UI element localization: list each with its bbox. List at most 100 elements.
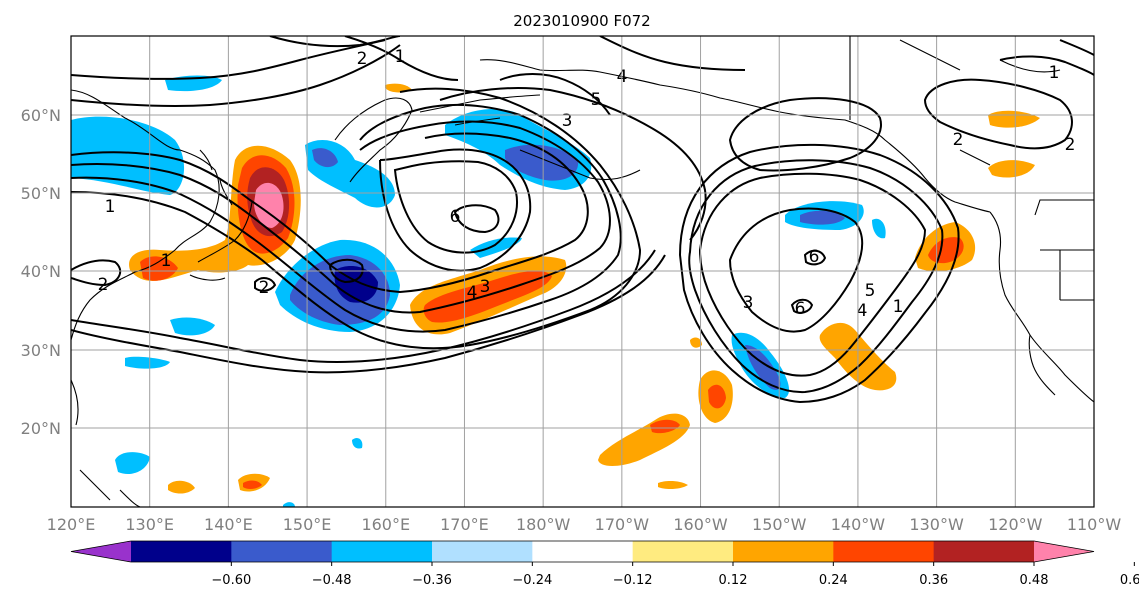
colorbar-segment <box>933 541 1035 562</box>
contour-label: 3 <box>743 293 754 313</box>
contour-line <box>698 172 927 377</box>
colorbar-tick-label: −0.48 <box>312 573 352 588</box>
alaska-coastline <box>479 59 991 213</box>
colorbar-tick-label: −0.12 <box>613 573 653 588</box>
colorbar-segment <box>131 541 232 562</box>
contour-label: 4 <box>857 301 868 321</box>
contour-label: 5 <box>865 281 876 301</box>
longitude-tick-label: 130°W <box>909 515 964 534</box>
map-frame <box>70 35 1095 508</box>
colorbar-tick-label: −0.24 <box>512 573 552 588</box>
colorbar-tick-label: −0.60 <box>211 573 251 588</box>
contour-labels: 2 1 4 5 3 1 2 1 6 1 2 4 3 2 6 3 6 4 5 1 … <box>98 47 1076 321</box>
colorbar-tick-label: 0.48 <box>1020 573 1049 588</box>
contour-line <box>71 254 666 374</box>
contour-line <box>728 207 864 333</box>
contour-label: 2 <box>953 130 964 150</box>
contour-label: 3 <box>480 277 491 297</box>
contour-line <box>499 36 746 116</box>
contour-line <box>71 39 386 80</box>
colorbar-tick-label: 0.36 <box>919 573 948 588</box>
contour-line <box>688 159 944 394</box>
contour-label: 1 <box>395 47 406 67</box>
longitude-tick-label: 140°W <box>831 515 886 534</box>
colorbar-extend-low <box>71 541 131 562</box>
longitude-tick-label: 170°E <box>440 515 489 534</box>
contour-label: 2 <box>1065 135 1076 155</box>
latitude-tick-label: 50°N <box>21 184 61 203</box>
contour-label: 6 <box>795 299 806 319</box>
contour-label: 1 <box>105 197 116 217</box>
latitude-tick-labels: 60°N 50°N 40°N 30°N 20°N <box>21 106 61 438</box>
map-area: 2 1 4 5 3 1 2 1 6 1 2 4 3 2 6 3 6 4 5 1 … <box>70 35 1095 508</box>
contour-line <box>439 87 707 241</box>
contour-label: 2 <box>259 278 270 298</box>
contour-label: 3 <box>562 111 573 131</box>
longitude-tick-label: 120°E <box>47 515 96 534</box>
latitude-tick-label: 40°N <box>21 262 61 281</box>
contour-line <box>803 249 827 266</box>
colorbar-tick-label: 0.12 <box>719 573 748 588</box>
colorbar-tick-label: −0.36 <box>412 573 452 588</box>
contour-line <box>71 120 611 314</box>
contour-label: 4 <box>467 283 478 303</box>
contour-line <box>393 160 518 254</box>
longitude-tick-label: 140°E <box>204 515 253 534</box>
longitude-tick-label: 180°W <box>516 515 571 534</box>
longitude-tick-label: 160°E <box>361 515 410 534</box>
longitude-tick-label: 110°W <box>1067 515 1122 534</box>
longitude-tick-label: 150°W <box>752 515 807 534</box>
contour-line <box>254 277 277 292</box>
longitude-tick-label: 160°W <box>673 515 728 534</box>
asia-coastline <box>71 89 220 341</box>
latitude-tick-label: 20°N <box>21 419 61 438</box>
latitude-tick-label: 60°N <box>21 106 61 125</box>
north-america-coastline <box>989 211 1094 403</box>
figure-title: 2023010900 F072 <box>513 12 650 30</box>
contour-label: 1 <box>893 297 904 317</box>
contour-line <box>999 39 1094 76</box>
contour-line <box>71 249 656 363</box>
colorbar-segment <box>733 541 834 562</box>
contour-line <box>453 204 500 234</box>
contour-line <box>328 258 364 284</box>
longitude-tick-label: 130°E <box>125 515 174 534</box>
contour-label: 2 <box>98 275 109 295</box>
contour-label: 6 <box>809 247 820 267</box>
coastlines <box>71 36 1094 507</box>
colorbar-segment <box>331 541 433 562</box>
contour-line <box>71 44 401 108</box>
contour-label: 6 <box>450 207 461 227</box>
contour-line <box>71 132 589 294</box>
contour-label: 2 <box>357 49 368 69</box>
longitude-tick-label: 150°E <box>283 515 332 534</box>
longitude-tick-labels: 120°E 130°E 140°E 150°E 160°E 170°E 180°W 170°W… <box>47 515 1122 534</box>
colorbar-segment <box>231 541 333 562</box>
colorbar: −0.60 −0.48 −0.36 −0.24 −0.12 0.12 0.24 0.36 0.4… <box>70 540 1139 588</box>
colorbar-extend-high <box>1034 541 1094 562</box>
contour-label: 5 <box>591 90 602 110</box>
colorbar-segment <box>532 541 634 562</box>
contour-line <box>790 298 814 314</box>
contour-line <box>728 97 882 172</box>
gridlines <box>71 36 1094 507</box>
longitude-tick-label: 120°W <box>988 515 1043 534</box>
colorbar-tick-label: 0.24 <box>819 573 848 588</box>
colorbar-outline <box>70 540 1095 563</box>
contour-line <box>71 103 622 333</box>
colorbar-tick-label: 0.60 <box>1120 573 1139 588</box>
kamchatka-coastline <box>334 97 413 183</box>
contour-line <box>923 78 1073 150</box>
contour-label: 1 <box>161 251 172 271</box>
contour-line <box>71 259 122 287</box>
contour-label: 1 <box>1049 63 1060 83</box>
colorbar-segment <box>833 541 935 562</box>
longitude-tick-label: 170°W <box>595 515 650 534</box>
contour-line <box>379 148 532 272</box>
colorbar-segment <box>432 541 533 562</box>
colorbar-segment <box>632 541 734 562</box>
neg-region-west-coast <box>71 116 185 195</box>
contour-line <box>269 36 459 81</box>
latitude-tick-label: 30°N <box>21 341 61 360</box>
